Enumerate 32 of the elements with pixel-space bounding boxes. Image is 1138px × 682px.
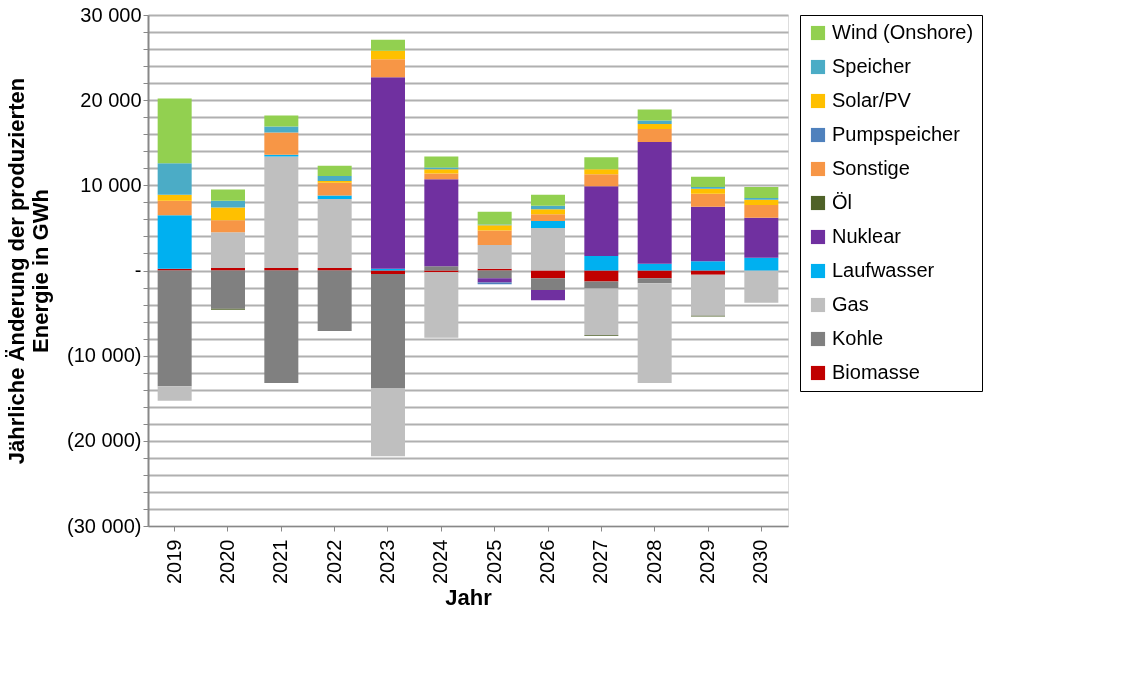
y-tick-label: (10 000)	[67, 344, 142, 367]
x-tick-label: 2026	[536, 539, 558, 584]
x-tick-label: 2029	[696, 539, 718, 584]
legend-label: Pumpspeicher	[832, 123, 961, 145]
y-tick-label: 10 000	[80, 173, 142, 196]
legend-label: Kohle	[832, 327, 884, 349]
y-tick-label: 30 000	[80, 3, 142, 26]
x-tick-label: 2030	[749, 539, 772, 584]
legend-label: Gas	[832, 293, 869, 315]
legend-label: Biomasse	[832, 361, 920, 383]
x-tick-label: 2023	[376, 539, 398, 584]
x-tick-label: 2024	[429, 539, 452, 584]
legend-label: Speicher	[832, 55, 912, 77]
x-tick-label: 2021	[269, 539, 292, 584]
x-tick-label: 2028	[642, 539, 665, 584]
x-tick-label: 2022	[322, 539, 345, 584]
y-tick-label: (30 000)	[67, 514, 142, 537]
x-axis-title: Jahr	[445, 584, 493, 610]
y-tick-label: 20 000	[80, 88, 142, 111]
y-axis-title: Jährliche Änderung der produzierten Energie in GWh	[4, 77, 54, 465]
legend-label: Öl	[832, 191, 852, 213]
x-tick-label: 2020	[216, 539, 238, 584]
legend-label: Sonstige	[832, 157, 910, 179]
legend-label: Nuklear	[832, 225, 902, 247]
x-tick-label: 2025	[482, 539, 505, 584]
legend-label: Laufwasser	[832, 259, 935, 281]
x-tick-label: 2019	[162, 539, 185, 584]
y-tick-label: (20 000)	[67, 429, 142, 452]
y-tick-label: -	[134, 259, 142, 281]
legend-label: Wind (Onshore)	[832, 21, 974, 43]
legend-label: Solar/PV	[832, 89, 912, 111]
x-tick-label: 2027	[589, 539, 612, 584]
